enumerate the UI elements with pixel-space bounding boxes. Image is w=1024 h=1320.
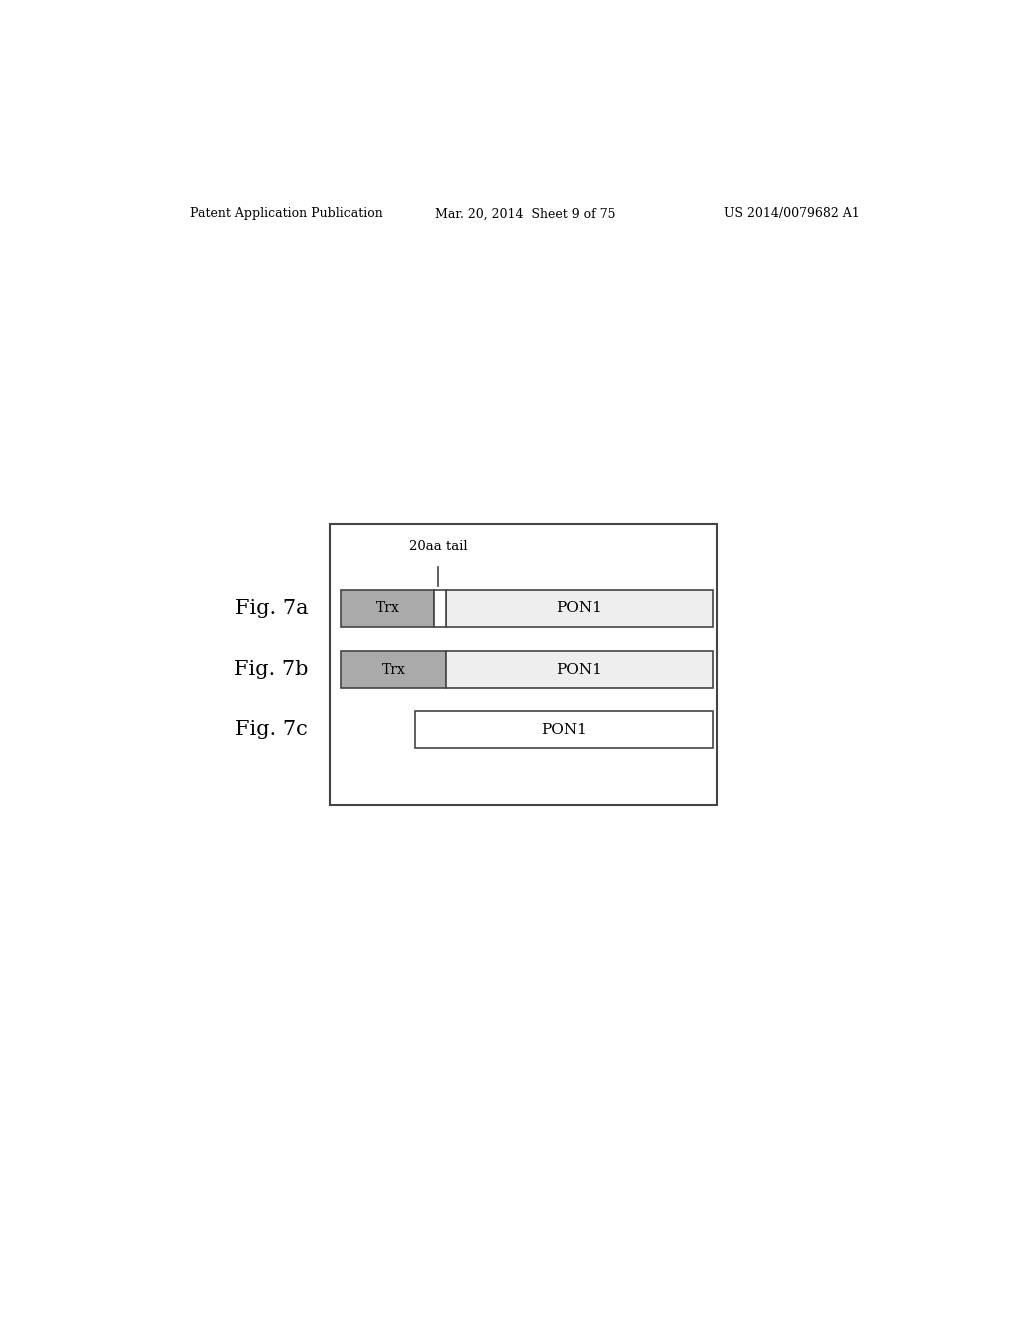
Bar	[434, 590, 445, 627]
Bar	[341, 651, 445, 688]
Bar	[330, 524, 717, 805]
Bar	[341, 590, 434, 627]
Text: Fig. 7c: Fig. 7c	[234, 721, 308, 739]
Text: Patent Application Publication: Patent Application Publication	[190, 207, 383, 220]
Text: PON1: PON1	[556, 601, 602, 615]
Bar	[445, 590, 713, 627]
Text: Fig. 7a: Fig. 7a	[234, 598, 308, 618]
Bar	[445, 651, 713, 688]
Text: PON1: PON1	[556, 663, 602, 677]
Text: 20aa tail: 20aa tail	[409, 540, 467, 553]
Text: US 2014/0079682 A1: US 2014/0079682 A1	[724, 207, 859, 220]
Bar	[415, 711, 713, 748]
Text: PON1: PON1	[541, 723, 587, 737]
Text: Trx: Trx	[382, 663, 406, 677]
Text: Fig. 7b: Fig. 7b	[234, 660, 308, 680]
Text: Trx: Trx	[376, 601, 399, 615]
Text: Mar. 20, 2014  Sheet 9 of 75: Mar. 20, 2014 Sheet 9 of 75	[434, 207, 615, 220]
